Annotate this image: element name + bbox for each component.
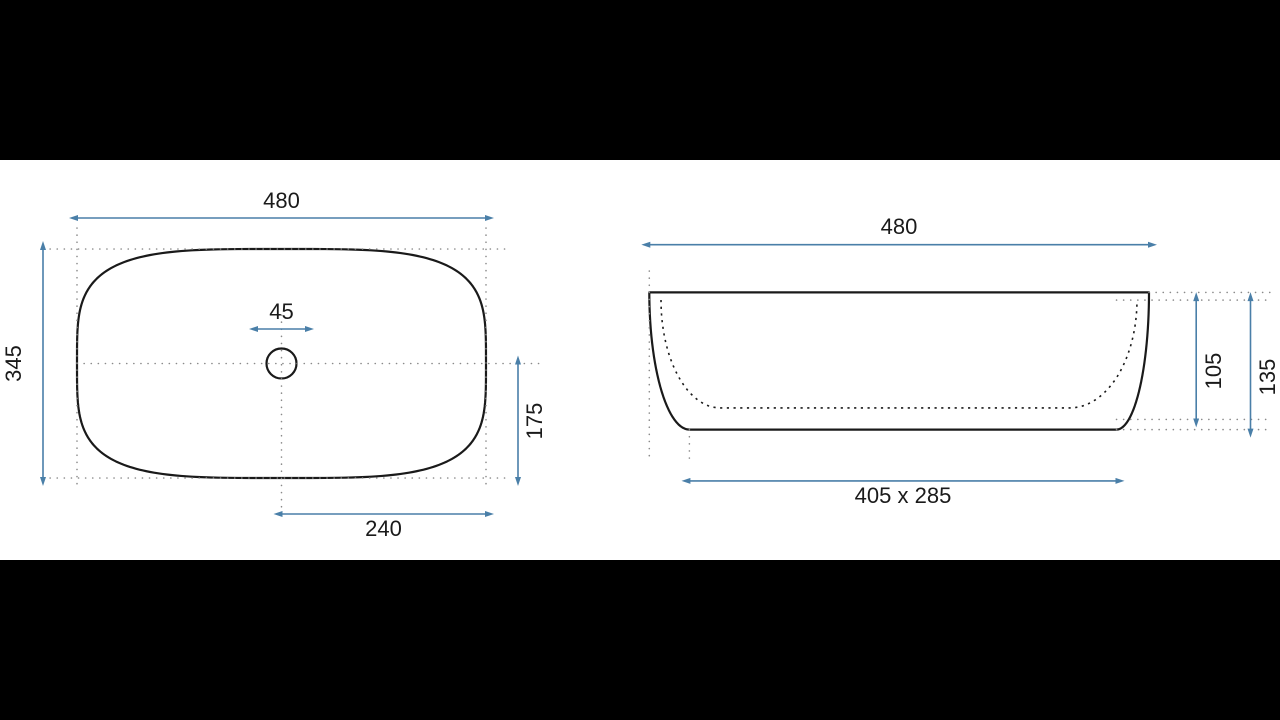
svg-text:175: 175 <box>522 403 547 440</box>
svg-text:45: 45 <box>269 299 293 324</box>
svg-text:480: 480 <box>263 188 300 213</box>
svg-text:345: 345 <box>1 345 26 382</box>
svg-text:135: 135 <box>1255 359 1280 396</box>
svg-text:405 x 285: 405 x 285 <box>855 483 952 508</box>
svg-text:240: 240 <box>365 516 402 541</box>
svg-text:480: 480 <box>881 214 918 239</box>
svg-text:105: 105 <box>1201 353 1226 390</box>
